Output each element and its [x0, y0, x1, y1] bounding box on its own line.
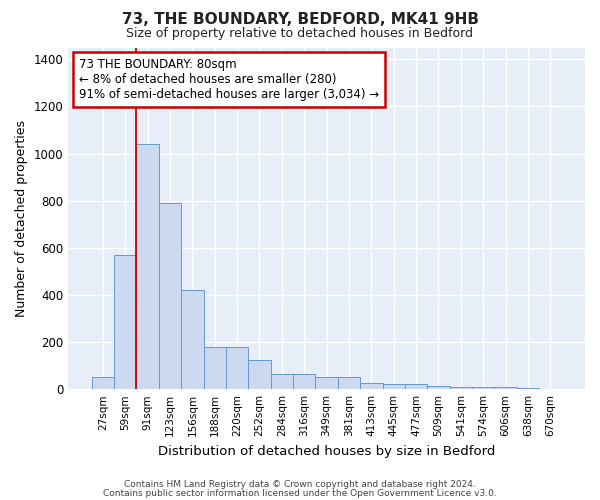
Bar — [114, 255, 136, 389]
Y-axis label: Number of detached properties: Number of detached properties — [15, 120, 28, 317]
Text: Contains HM Land Registry data © Crown copyright and database right 2024.: Contains HM Land Registry data © Crown c… — [124, 480, 476, 489]
Bar — [248, 360, 271, 389]
Bar — [338, 378, 360, 389]
Bar — [271, 374, 293, 389]
Bar — [405, 384, 427, 389]
Bar — [293, 374, 316, 389]
Bar — [360, 384, 383, 389]
Bar — [494, 387, 517, 389]
Bar — [472, 387, 494, 389]
Bar — [427, 386, 449, 389]
Text: Contains public sector information licensed under the Open Government Licence v3: Contains public sector information licen… — [103, 489, 497, 498]
Text: Size of property relative to detached houses in Bedford: Size of property relative to detached ho… — [127, 28, 473, 40]
Text: 73 THE BOUNDARY: 80sqm
← 8% of detached houses are smaller (280)
91% of semi-det: 73 THE BOUNDARY: 80sqm ← 8% of detached … — [79, 58, 379, 101]
Bar — [226, 347, 248, 389]
Bar — [181, 290, 203, 389]
Bar — [203, 347, 226, 389]
Bar — [92, 378, 114, 389]
Bar — [517, 388, 539, 389]
Bar — [136, 144, 159, 389]
Bar — [159, 203, 181, 389]
Text: 73, THE BOUNDARY, BEDFORD, MK41 9HB: 73, THE BOUNDARY, BEDFORD, MK41 9HB — [121, 12, 479, 28]
Bar — [383, 384, 405, 389]
Bar — [449, 387, 472, 389]
Bar — [316, 378, 338, 389]
X-axis label: Distribution of detached houses by size in Bedford: Distribution of detached houses by size … — [158, 444, 495, 458]
